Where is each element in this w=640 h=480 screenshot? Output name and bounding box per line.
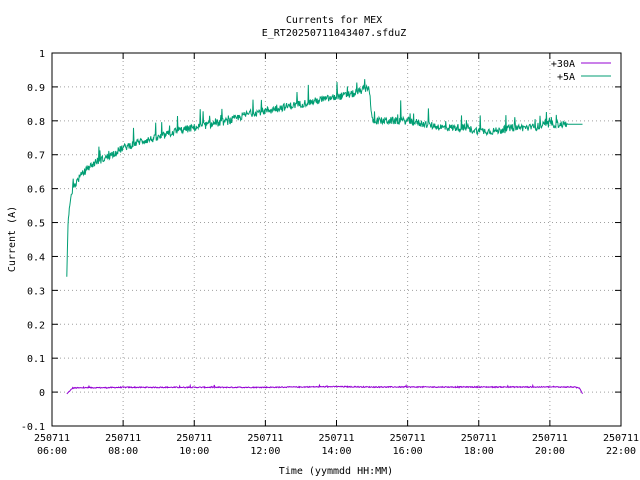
legend-label: +30A: [551, 59, 575, 70]
x-tick-time: 10:00: [179, 446, 209, 457]
y-tick-label: 0.3: [27, 286, 45, 297]
x-tick-date: 250711: [532, 433, 568, 444]
x-tick-date: 250711: [105, 433, 141, 444]
legend: +30A +5A: [551, 59, 611, 83]
x-tick-date: 250711: [603, 433, 639, 444]
x-tick-date: 250711: [176, 433, 212, 444]
y-tick-label: 0.7: [27, 151, 45, 162]
x-tick-time: 18:00: [464, 446, 494, 457]
x-tick-date: 250711: [34, 433, 70, 444]
x-tick-date: 250711: [461, 433, 497, 444]
y-tick-label: 1: [39, 49, 45, 60]
y-axis-ticks: -0.1 0 0.1 0.2 0.3 0.4 0.5 0.6 0.7 0.8 0.9 1: [21, 49, 621, 433]
y-tick-label: -0.1: [21, 422, 45, 433]
y-tick-label: 0: [39, 388, 45, 399]
x-tick-time: 12:00: [250, 446, 280, 457]
y-tick-label: 0.1: [27, 354, 45, 365]
x-tick-time: 08:00: [108, 446, 138, 457]
x-tick-date: 250711: [390, 433, 426, 444]
x-tick-time: 22:00: [606, 446, 636, 457]
legend-label: +5A: [557, 72, 575, 83]
x-tick-date: 250711: [247, 433, 283, 444]
x-axis-ticks: 250711 06:00 250711 08:00 250711 10:00 250711 1…: [34, 53, 639, 457]
y-tick-label: 0.8: [27, 117, 45, 128]
y-tick-label: 0.2: [27, 320, 45, 331]
chart-subtitle: E_RT20250711043407.sfduZ: [262, 28, 407, 39]
y-tick-label: 0.5: [27, 219, 45, 230]
y-tick-label: 0.9: [27, 83, 45, 94]
y-tick-label: 0.4: [27, 252, 45, 263]
x-tick-time: 16:00: [393, 446, 423, 457]
x-tick-date: 250711: [318, 433, 354, 444]
series-lines: [66, 79, 583, 395]
series-line-plus5a: [66, 79, 583, 277]
y-axis-label: Current (A): [7, 206, 18, 272]
chart-title: Currents for MEX: [286, 15, 382, 26]
x-tick-time: 20:00: [535, 446, 565, 457]
plot-frame: [51, 52, 622, 427]
y-tick-label: 0.6: [27, 185, 45, 196]
x-axis-label: Time (yymmdd HH:MM): [279, 466, 393, 477]
x-tick-time: 14:00: [321, 446, 351, 457]
series-line-plus30a: [66, 383, 583, 395]
x-tick-time: 06:00: [37, 446, 67, 457]
grid: [51, 52, 622, 427]
